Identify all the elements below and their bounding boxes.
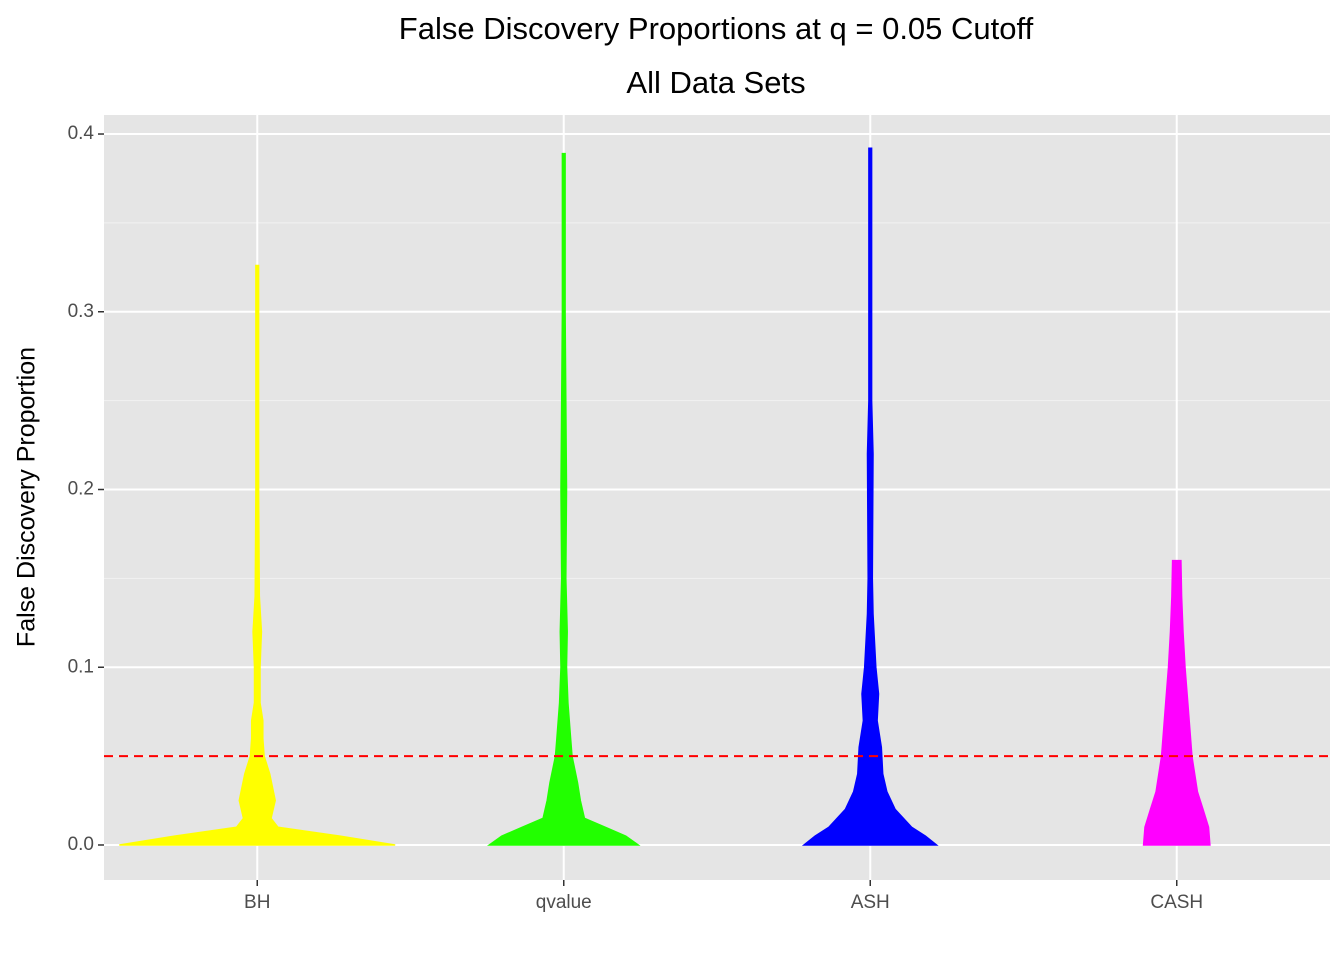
y-tick-label: 0.2 [68, 479, 94, 500]
x-tick-label: qvalue [536, 892, 592, 913]
x-tick-label: CASH [1150, 892, 1203, 913]
x-tick-label: BH [244, 892, 270, 913]
violin [486, 152, 641, 846]
y-axis-title: False Discovery Proportion [13, 347, 41, 647]
plot-background [104, 115, 1330, 880]
violin [801, 147, 939, 846]
violin [119, 264, 396, 846]
y-tick-label: 0.4 [68, 123, 95, 144]
y-tick-label: 0.1 [68, 656, 94, 677]
x-tick-label: ASH [851, 892, 890, 913]
y-tick-label: 0.3 [68, 301, 94, 322]
violin [1142, 559, 1211, 846]
y-tick-label: 0.0 [68, 834, 94, 855]
chart-subtitle: All Data Sets [626, 65, 805, 100]
chart-title: False Discovery Proportions at q = 0.05 … [399, 11, 1034, 46]
